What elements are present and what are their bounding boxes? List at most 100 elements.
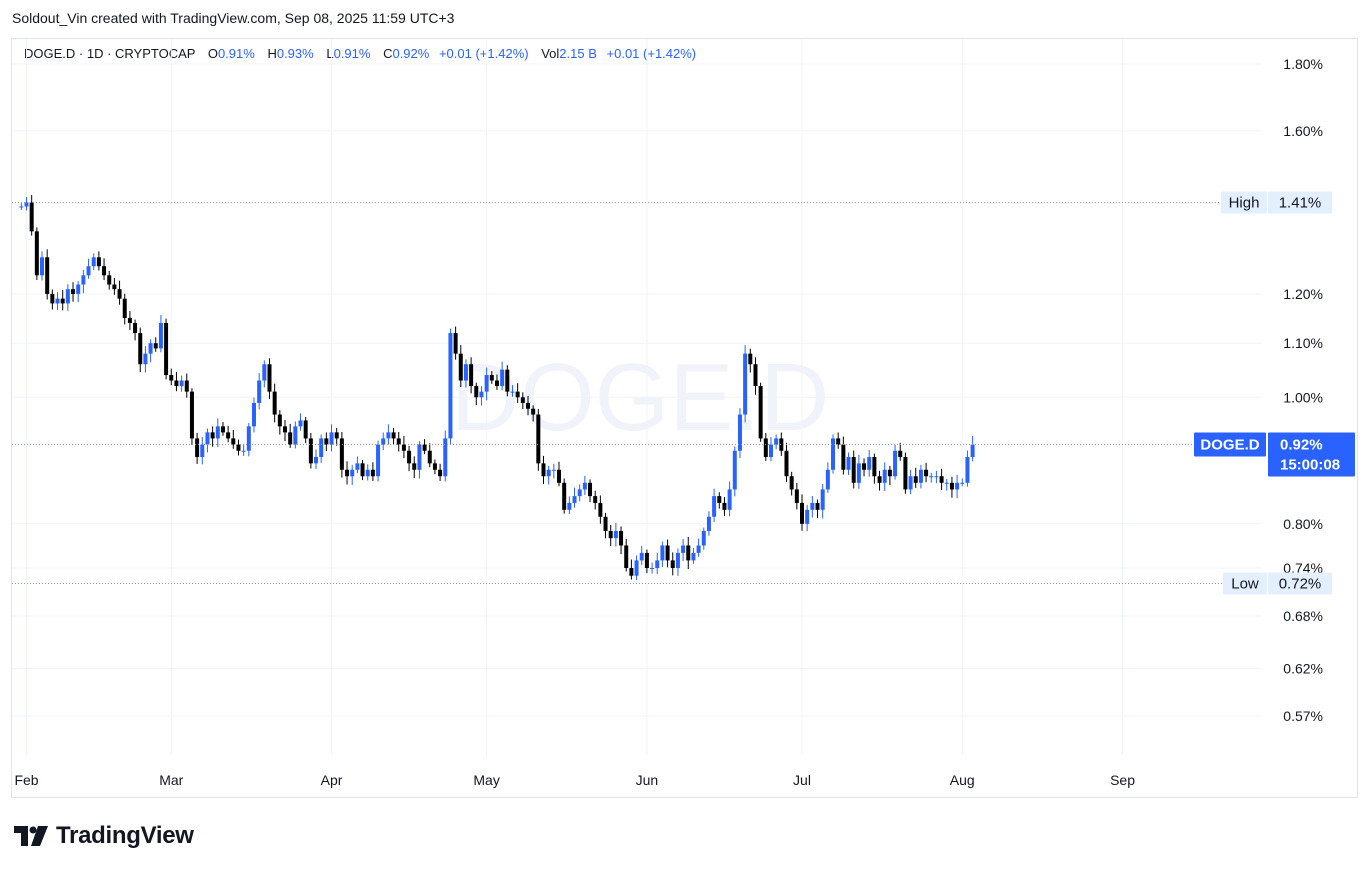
candle-body [267,364,272,392]
candle-body [872,457,877,477]
y-tick-label: 0.57% [1283,708,1323,724]
candle-body [815,502,820,510]
candle [148,339,153,363]
candle [557,461,562,487]
candle [748,348,753,373]
candle [867,450,872,477]
candle-body [613,530,618,539]
candle-body [727,489,732,510]
candle-body [789,476,794,490]
candle [768,437,773,462]
candle [619,526,624,555]
tradingview-logo[interactable]: TradingView [14,822,194,850]
candle-body [624,545,629,569]
candle [712,488,717,522]
candle-body [231,438,236,445]
candle [407,445,412,472]
candle-body [515,391,520,398]
legend-symbol[interactable]: DOGE.D · 1D · CRYPTOCAP [24,46,196,61]
candle [81,269,86,294]
candle-body [350,469,355,477]
high-marker-label: High [1229,194,1260,211]
candle-body [334,432,339,439]
candle [893,444,898,480]
candle-body [60,298,65,304]
candle [412,456,417,479]
candle [670,552,675,576]
candle-body [644,552,649,569]
candle-body [303,420,308,439]
candle-body [525,402,530,409]
candle-body [851,457,856,483]
y-tick-label: 1.80% [1283,56,1323,72]
candle [639,545,644,566]
candle-body [836,438,841,445]
candle-body [779,438,784,451]
candle [153,337,158,352]
candle [955,474,960,499]
candle-body [391,432,396,439]
candle-body [122,298,127,319]
time-axis[interactable]: Feb Mar Apr May Jun Jul Aug Sep [14,772,1135,788]
candle [257,373,262,410]
candle-body [24,202,29,207]
candle-body [143,353,148,365]
candle-body [743,353,748,415]
candle-body [179,380,184,387]
marker-badge [1194,432,1266,457]
candle [660,541,665,567]
candle-body [939,476,944,483]
chart-credit: Soldout_Vin created with TradingView.com… [12,10,455,26]
candle [96,251,101,271]
candle [288,423,293,448]
candle-body [758,386,763,439]
candle [293,421,298,449]
candle [112,278,117,295]
candle-body [820,489,825,510]
candle [608,524,613,546]
candle [71,282,76,302]
chart-frame[interactable] [11,38,1358,798]
price-axis[interactable]: 1.80% 1.60% 1.20% 1.10% 1.00% 0.80% 0.74% 0.68%… [1283,56,1323,724]
candle-body [469,364,474,387]
candle-body [360,463,365,477]
candle [949,476,954,498]
candle [665,539,670,568]
candle-body [45,257,50,294]
candle [381,432,386,451]
candle [851,450,856,489]
candle [551,463,556,479]
candle-body [531,408,536,415]
candle [934,470,939,484]
candle-body [329,432,334,445]
ohlc-legend: DOGE.D · 1D · CRYPTOCAP O0.91% H0.93% L0… [24,46,696,61]
candle [727,481,732,517]
candle-body [210,432,215,439]
candle-body [55,298,60,304]
candle-body [650,568,655,570]
candle-body [489,375,494,381]
candle [634,555,639,581]
candle [805,504,810,532]
candle-body [712,496,717,517]
candle-body [355,463,360,470]
candle [494,374,499,390]
candle [582,475,587,496]
candle-body [774,438,779,445]
candle [484,367,489,401]
legend-low-label: L [326,46,334,61]
candle [189,388,194,445]
candle [696,538,701,557]
candle-body [882,469,887,483]
candle [76,281,81,303]
last-price-symbol: DOGE.D [1200,437,1259,454]
candle [541,455,546,485]
candle-body [753,364,758,387]
candle-body [603,516,608,531]
candle-body [370,469,375,477]
legend-high-label: H [267,46,277,61]
legend-close-value: 0.92% [392,46,430,61]
candle [624,539,629,572]
candle-body [665,545,670,561]
